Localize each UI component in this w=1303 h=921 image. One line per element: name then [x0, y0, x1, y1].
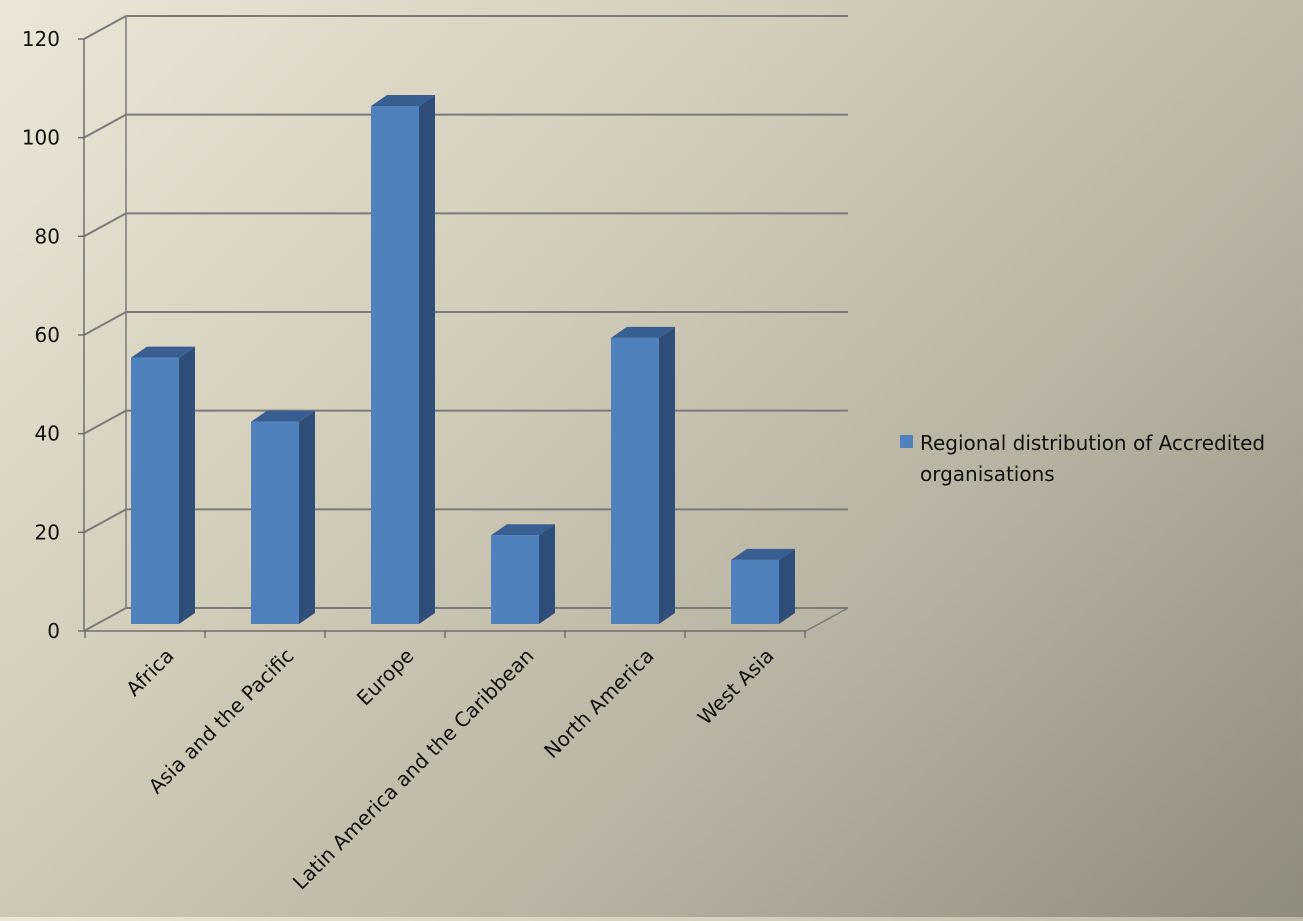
- bar-front: [491, 535, 539, 624]
- legend: Regional distribution of Accredited orga…: [900, 428, 1300, 490]
- bar-side: [179, 346, 195, 624]
- y-tick-label: 100: [22, 126, 60, 150]
- bar-top: [611, 326, 675, 338]
- y-tick-label: 60: [35, 323, 60, 347]
- y-tick-label: 120: [22, 27, 60, 51]
- bar-top: [371, 95, 435, 106]
- gridline: [83, 311, 848, 336]
- y-tick-label: 40: [35, 422, 60, 446]
- y-tick-label: 0: [47, 619, 60, 643]
- x-tick-label: West Asia: [693, 644, 779, 730]
- bar-side: [539, 524, 555, 624]
- bar: [731, 548, 795, 624]
- gridline: [83, 113, 848, 139]
- bar-top: [491, 524, 555, 536]
- bar-front: [251, 421, 299, 624]
- bar-side: [659, 326, 675, 624]
- bar-side: [779, 548, 795, 624]
- axes: [78, 16, 849, 638]
- bar: [611, 326, 675, 624]
- bar: [251, 410, 315, 624]
- bar-top: [731, 548, 795, 560]
- bar: [131, 346, 195, 624]
- bar-side: [299, 410, 315, 624]
- floor-edge: [805, 607, 849, 632]
- gridline: [83, 212, 848, 238]
- y-tick-label: 20: [35, 520, 60, 544]
- gridline: [83, 409, 848, 435]
- x-tick-label: Europe: [352, 644, 419, 711]
- bar-top: [131, 346, 195, 358]
- bar-front: [731, 559, 779, 624]
- bar: [371, 95, 435, 624]
- legend-swatch: [900, 435, 913, 448]
- x-tick-label: Africa: [121, 644, 178, 701]
- legend-label: Regional distribution of Accredited orga…: [920, 431, 1266, 486]
- gridline: [83, 15, 848, 40]
- bar-side: [419, 95, 435, 624]
- bars: [131, 95, 795, 624]
- x-tick-label: Latin America and the Caribbean: [288, 644, 539, 895]
- bar: [491, 524, 555, 624]
- x-tick-label: North America: [539, 644, 658, 763]
- y-tick-label: 80: [35, 224, 60, 248]
- gridlines: [83, 15, 848, 632]
- bar-top: [251, 410, 315, 422]
- bar-front: [131, 357, 179, 624]
- gridline: [83, 508, 848, 534]
- bar-front: [371, 106, 419, 624]
- gridline: [83, 607, 848, 632]
- bar-front: [611, 337, 659, 624]
